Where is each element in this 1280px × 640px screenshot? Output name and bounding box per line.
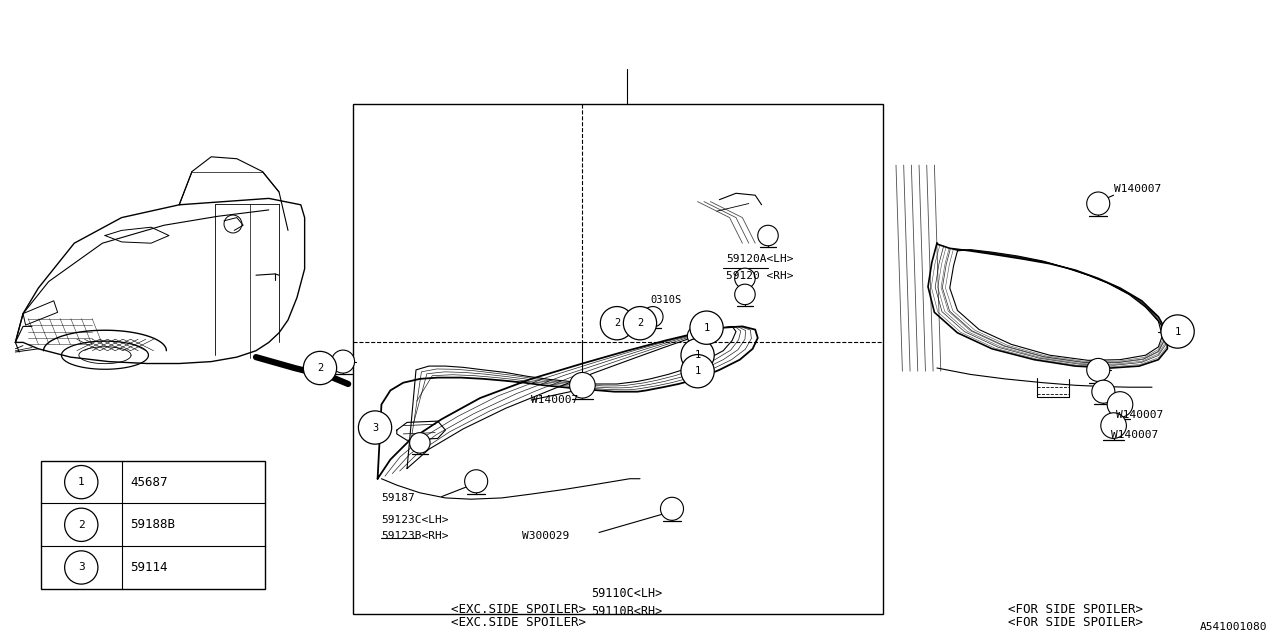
Text: 1: 1: [704, 323, 709, 333]
Circle shape: [735, 268, 755, 289]
Circle shape: [758, 225, 778, 246]
Text: <EXC.SIDE SPOILER>: <EXC.SIDE SPOILER>: [451, 616, 586, 628]
Text: W140007: W140007: [1114, 184, 1161, 194]
Ellipse shape: [690, 311, 723, 344]
Circle shape: [64, 465, 99, 499]
Bar: [353, 104, 883, 614]
Circle shape: [1087, 192, 1110, 215]
Text: 59123C<LH>: 59123C<LH>: [381, 515, 449, 525]
Text: 59110B<RH>: 59110B<RH>: [591, 605, 663, 618]
Text: <FOR SIDE SPOILER>: <FOR SIDE SPOILER>: [1007, 616, 1143, 628]
Bar: [41, 461, 265, 589]
Text: 0310S: 0310S: [650, 294, 681, 305]
Circle shape: [1101, 413, 1126, 438]
Circle shape: [64, 508, 99, 541]
Text: 1: 1: [695, 350, 700, 360]
Circle shape: [735, 284, 755, 305]
Circle shape: [687, 326, 708, 346]
Text: 1: 1: [1175, 326, 1180, 337]
Text: W140007: W140007: [531, 395, 579, 405]
Ellipse shape: [358, 411, 392, 444]
Circle shape: [410, 433, 430, 453]
Ellipse shape: [1161, 315, 1194, 348]
Text: 59123B<RH>: 59123B<RH>: [381, 531, 449, 541]
Text: 59110C<LH>: 59110C<LH>: [591, 588, 663, 600]
Text: 45687: 45687: [131, 476, 168, 488]
Text: 1: 1: [695, 366, 700, 376]
Text: 2: 2: [317, 363, 323, 373]
Text: 59187: 59187: [381, 493, 415, 503]
Ellipse shape: [303, 351, 337, 385]
Circle shape: [332, 350, 355, 373]
Circle shape: [465, 470, 488, 493]
Ellipse shape: [681, 355, 714, 388]
Text: 3: 3: [372, 422, 378, 433]
Text: 2: 2: [637, 318, 643, 328]
Text: 59188B: 59188B: [131, 518, 175, 531]
Circle shape: [1107, 392, 1133, 417]
Text: 1: 1: [78, 477, 84, 487]
Text: W140007: W140007: [1116, 410, 1164, 420]
Circle shape: [64, 551, 99, 584]
Circle shape: [1087, 358, 1110, 381]
Text: 2: 2: [614, 318, 620, 328]
Text: 59120A<LH>: 59120A<LH>: [726, 254, 794, 264]
Circle shape: [643, 307, 663, 327]
Ellipse shape: [600, 307, 634, 340]
Text: A541001080: A541001080: [1199, 622, 1267, 632]
Ellipse shape: [681, 339, 714, 372]
Text: W300029: W300029: [522, 531, 570, 541]
Circle shape: [570, 372, 595, 398]
Text: W140007: W140007: [1111, 430, 1158, 440]
Ellipse shape: [623, 307, 657, 340]
Text: 3: 3: [78, 563, 84, 572]
Circle shape: [1092, 380, 1115, 403]
Text: 59114: 59114: [131, 561, 168, 574]
Text: 59120 <RH>: 59120 <RH>: [726, 271, 794, 282]
Circle shape: [660, 497, 684, 520]
Text: 2: 2: [78, 520, 84, 530]
Text: <EXC.SIDE SPOILER>: <EXC.SIDE SPOILER>: [451, 603, 586, 616]
Text: <FOR SIDE SPOILER>: <FOR SIDE SPOILER>: [1007, 603, 1143, 616]
